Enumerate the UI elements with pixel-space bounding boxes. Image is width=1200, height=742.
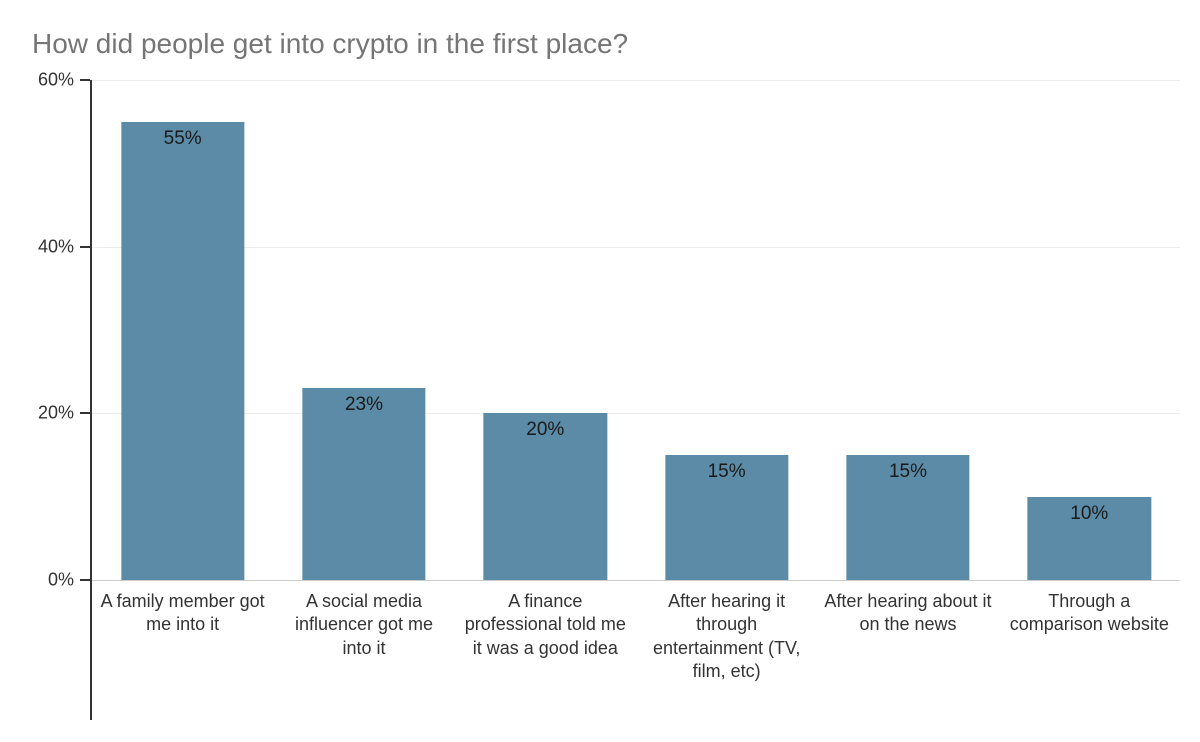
plot-area: 55% 23% 20% 15% 15% 10% A family member got m…	[90, 80, 1180, 720]
y-axis: 0%20%40%60%	[20, 80, 90, 580]
bar: 23%	[302, 388, 425, 580]
bar: 10%	[1028, 497, 1151, 580]
bar: 20%	[484, 413, 607, 580]
bar-value-label: 55%	[164, 128, 202, 150]
y-tick-label: 0%	[48, 570, 74, 591]
bar: 15%	[846, 455, 969, 580]
bar-value-label: 10%	[1070, 503, 1108, 525]
bar-slot: 23%	[273, 80, 454, 580]
bar-value-label: 23%	[345, 394, 383, 416]
x-axis-labels: A family member got me into itA social m…	[92, 580, 1180, 684]
y-tick-mark	[80, 579, 90, 581]
x-axis-label: After hearing about it on the news	[817, 580, 998, 684]
y-tick-mark	[80, 412, 90, 414]
bar-slot: 10%	[999, 80, 1180, 580]
y-tick-mark	[80, 79, 90, 81]
x-axis-label: After hearing it through entertainment (…	[636, 580, 817, 684]
y-tick-mark	[80, 246, 90, 248]
bar-value-label: 15%	[889, 461, 927, 483]
bar-value-label: 20%	[526, 419, 564, 441]
bar-slot: 15%	[636, 80, 817, 580]
bar: 15%	[665, 455, 788, 580]
y-tick-label: 60%	[38, 70, 74, 91]
bar: 55%	[121, 122, 244, 580]
plot-wrap: 0%20%40%60% 55%23%20%15%15%10% A family …	[20, 80, 1180, 720]
x-axis-label: A finance professional told me it was a …	[455, 580, 636, 684]
x-axis-label: A social media influencer got me into it	[273, 580, 454, 684]
y-tick-label: 40%	[38, 236, 74, 257]
bar-slot: 20%	[455, 80, 636, 580]
x-axis-label: Through a comparison website	[999, 580, 1180, 684]
bar-slot: 15%	[817, 80, 998, 580]
bar-value-label: 15%	[708, 461, 746, 483]
x-axis-label: A family member got me into it	[92, 580, 273, 684]
chart-title: How did people get into crypto in the fi…	[32, 28, 1180, 60]
bar-slot: 55%	[92, 80, 273, 580]
y-tick-label: 20%	[38, 403, 74, 424]
chart-container: How did people get into crypto in the fi…	[0, 0, 1200, 742]
bars-row: 55% 23% 20% 15% 15% 10%	[92, 80, 1180, 580]
